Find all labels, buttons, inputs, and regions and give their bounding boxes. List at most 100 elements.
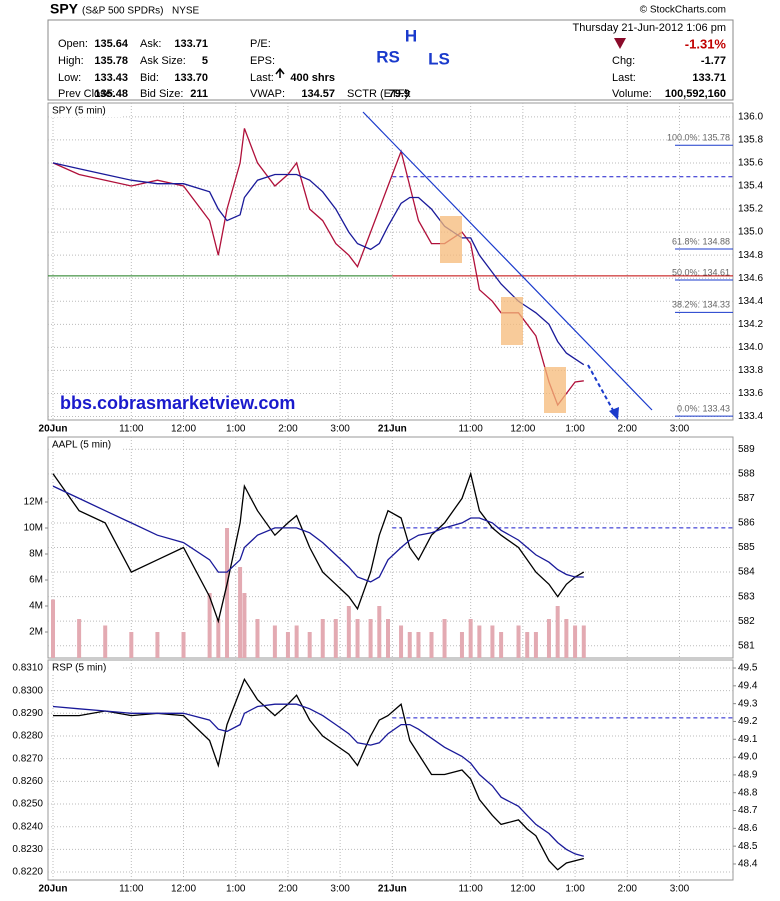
header-box — [47, 19, 734, 101]
y-tick-label: 584 — [738, 567, 755, 578]
quote-label: Last: — [612, 72, 636, 84]
y-tick-label: 589 — [738, 444, 755, 455]
volume-bar — [216, 619, 221, 658]
quote-value: 133.71 — [174, 38, 208, 50]
x-tick-label: 11:00 — [119, 424, 144, 435]
volume-bar — [355, 619, 360, 658]
x-tick-label: 11:00 — [459, 424, 484, 435]
quote-value: 79.9 — [389, 88, 410, 100]
panel-label: AAPL (5 min) — [52, 440, 111, 451]
panel-label-bg — [49, 438, 121, 451]
pattern-label: RS — [376, 47, 400, 66]
y-tick-label: 6M — [29, 575, 43, 586]
quote-value: -1.77 — [701, 55, 726, 67]
y-tick-label: 587 — [738, 493, 755, 504]
y-tick-label: 12M — [24, 497, 43, 508]
x-tick-label: 20Jun — [39, 884, 68, 895]
x-tick-label: 1:00 — [565, 884, 585, 895]
quote-label: SCTR (ETF): — [347, 88, 411, 100]
quote-label: Volume: — [612, 88, 652, 100]
volume-bar — [51, 599, 56, 658]
x-tick-label: 1:00 — [565, 424, 585, 435]
x-tick-label: 3:00 — [330, 424, 350, 435]
quote-label: Chg: — [612, 55, 635, 67]
volume-bar — [490, 625, 495, 658]
x-tick-label: 3:00 — [330, 884, 350, 895]
y-tick-label: 581 — [738, 640, 755, 651]
quote-label: Ask Size: — [140, 55, 186, 67]
y-tick-label: 0.8290 — [12, 708, 43, 719]
y-tick-label: 135.8 — [738, 135, 763, 146]
quote-value: 135.64 — [94, 38, 129, 50]
y-tick-label: 0.8280 — [12, 731, 43, 742]
volume-bar — [181, 632, 186, 658]
quote-label: Bid: — [140, 72, 159, 84]
x-tick-label: 2:00 — [618, 424, 638, 435]
volume-bar — [155, 632, 160, 658]
projection-arrow — [587, 364, 615, 413]
y-tick-label: 2M — [29, 627, 43, 638]
y-tick-label: 49.3 — [738, 698, 758, 709]
volume-bar — [368, 619, 373, 658]
trend-line — [362, 111, 653, 411]
y-tick-label: 49.5 — [738, 663, 758, 674]
quote-label: Last: — [250, 72, 274, 84]
volume-bar — [573, 625, 578, 658]
y-tick-label: 0.8220 — [12, 867, 43, 878]
x-tick-label: 20Jun — [39, 424, 68, 435]
quote-label: High: — [58, 55, 84, 67]
x-tick-label: 12:00 — [510, 424, 535, 435]
quote-value: 134.57 — [301, 88, 335, 100]
quote-value: 135.48 — [94, 88, 128, 100]
x-tick-label: 2:00 — [278, 884, 298, 895]
y-tick-label: 10M — [24, 523, 43, 534]
copyright: © StockCharts.com — [640, 5, 726, 16]
volume-bar — [129, 632, 134, 658]
panel-label: RSP (5 min) — [52, 663, 106, 674]
y-tick-label: 133.8 — [738, 365, 763, 376]
quote-value: 133.71 — [692, 72, 726, 84]
highlight-box — [501, 297, 523, 345]
y-tick-label: 0.8300 — [12, 685, 43, 696]
quote-label: EPS: — [250, 55, 275, 67]
quote-value: 211 — [190, 88, 208, 100]
y-tick-label: 133.4 — [738, 411, 763, 422]
volume-bar — [333, 619, 338, 658]
plot-layer: 20Jun 11:00 12:00 1:00 2:00 3:00 21Jun 11:00 12:… — [12, 102, 763, 895]
quote-value: 100,592,160 — [665, 88, 726, 100]
fib-label: 100.0%: 135.78 — [667, 133, 730, 143]
y-tick-label: 134.4 — [738, 296, 763, 307]
y-tick-label: 135.0 — [738, 227, 763, 238]
y-tick-label: 49.2 — [738, 716, 758, 727]
price-line — [52, 485, 584, 583]
y-tick-label: 0.8250 — [12, 799, 43, 810]
fib-label: 38.2%: 134.33 — [672, 300, 730, 310]
y-tick-label: 48.6 — [738, 823, 758, 834]
y-tick-label: 4M — [29, 601, 43, 612]
y-tick-label: 48.9 — [738, 770, 758, 781]
panel-label-bg — [49, 104, 121, 117]
symbol-name: (S&P 500 SPDRs) — [82, 6, 164, 17]
panel-frame — [47, 659, 734, 881]
y-tick-label: 586 — [738, 518, 755, 529]
x-tick-label: 21Jun — [378, 424, 407, 435]
y-tick-label: 134.8 — [738, 250, 763, 261]
volume-bar — [442, 619, 447, 658]
quote-label: Ask: — [140, 38, 161, 50]
panel-frame — [47, 102, 734, 421]
quote-value: 5 — [202, 55, 208, 67]
x-tick-label: 1:00 — [226, 424, 246, 435]
x-tick-label: 2:00 — [618, 884, 638, 895]
volume-bar — [416, 632, 421, 658]
volume-bar — [399, 625, 404, 658]
volume-bar — [564, 619, 569, 658]
y-tick-label: 135.2 — [738, 204, 763, 215]
volume-bar — [225, 528, 230, 658]
down-triangle — [614, 38, 626, 49]
quote-value: 133.70 — [174, 72, 208, 84]
x-tick-label: 12:00 — [171, 884, 196, 895]
y-tick-label: 48.4 — [738, 859, 758, 870]
volume-bar — [555, 606, 560, 658]
x-tick-label: 3:00 — [670, 424, 690, 435]
